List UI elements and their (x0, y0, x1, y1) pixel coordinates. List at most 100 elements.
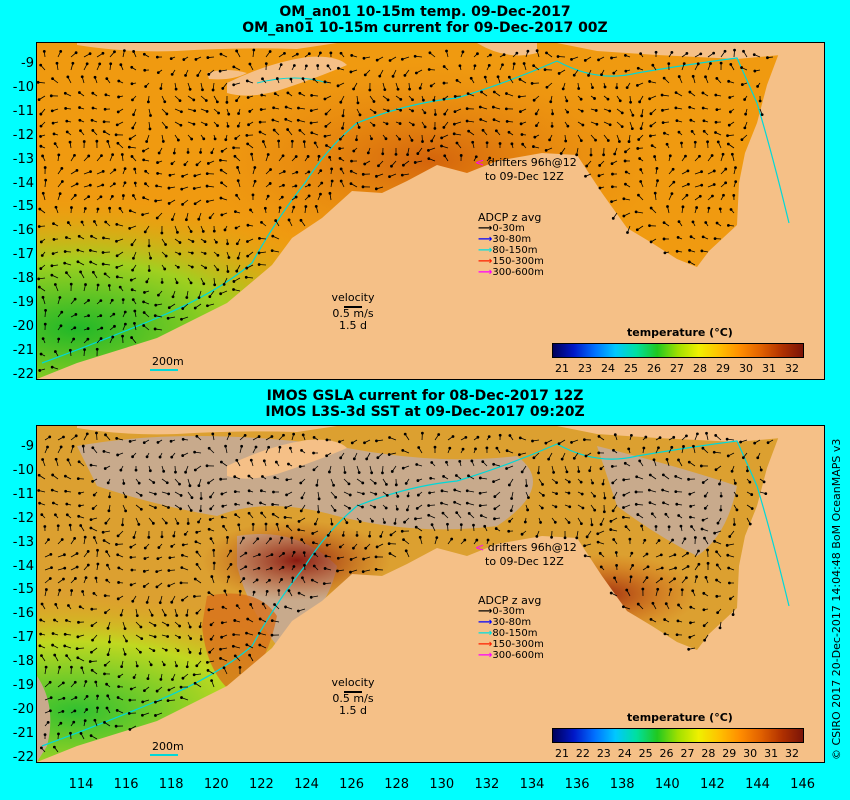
current-vector-head (224, 138, 228, 142)
current-vector-head (363, 73, 367, 77)
current-vector-head (66, 221, 70, 224)
current-vector-head (613, 576, 616, 580)
current-vector-head (385, 122, 389, 126)
current-vector-head (724, 167, 728, 171)
current-vector-head (715, 108, 719, 112)
current-vector-head (672, 435, 676, 439)
current-vector-head (212, 229, 216, 233)
current-vector-head (59, 721, 63, 725)
current-vector-head (114, 133, 118, 137)
current-vector-head (642, 446, 646, 450)
current-vector-head (159, 87, 163, 90)
current-vector-head (115, 436, 119, 440)
current-vector-head (766, 441, 770, 445)
current-vector-head (235, 193, 238, 197)
current-vector-head (194, 57, 198, 61)
current-vector-head (687, 182, 690, 186)
current-vector-head (178, 252, 182, 256)
current-vector-head (111, 335, 115, 339)
current-vector-head (440, 501, 443, 505)
current-vector-head (584, 454, 588, 458)
current-vector-head (76, 477, 80, 481)
current-vector-head (142, 52, 146, 56)
top-map-panel[interactable] (36, 42, 825, 380)
current-vector-head (111, 153, 115, 157)
current-vector-head (209, 623, 213, 627)
current-vector-head (393, 521, 397, 525)
current-vector-head (236, 124, 240, 128)
current-vector-head (735, 494, 739, 498)
current-vector-head (205, 109, 209, 113)
current-vector-head (352, 87, 355, 91)
current-vector-head (179, 494, 183, 497)
current-vector-head (113, 168, 117, 172)
current-vector-head (65, 654, 68, 657)
bottom-map-panel[interactable] (36, 425, 825, 763)
current-vector-head (577, 87, 581, 90)
current-vector-head (242, 536, 245, 540)
x-tick-label: 122 (248, 777, 274, 792)
current-vector-head (74, 51, 78, 55)
current-vector-head (706, 561, 710, 565)
current-vector-head (94, 680, 98, 684)
current-vector-head (74, 696, 78, 699)
current-vector-head (375, 174, 378, 178)
current-vector-head (106, 694, 110, 698)
current-vector-head (493, 517, 496, 521)
current-vector-head (691, 220, 695, 224)
current-vector-head (485, 141, 489, 145)
current-vector-head (638, 157, 642, 160)
current-vector-head (540, 506, 544, 510)
current-vector-head (615, 563, 618, 567)
current-vector-head (143, 291, 146, 294)
current-vector-head (636, 602, 640, 606)
current-vector-head (584, 174, 587, 178)
current-vector-head (242, 577, 246, 580)
isobath-label-top: 200m (152, 355, 184, 368)
current-vector-head (197, 217, 201, 221)
current-vector-head (206, 304, 209, 308)
current-vector-head (215, 240, 218, 244)
current-vector-head (319, 192, 322, 196)
current-vector-head (319, 169, 323, 172)
current-vector-head (313, 552, 317, 556)
current-vector-head (612, 448, 615, 452)
current-vector-head (428, 51, 432, 55)
current-vector-head (610, 200, 613, 204)
current-vector-head (152, 481, 156, 484)
current-vector-head (65, 236, 68, 239)
current-vector-head (268, 50, 272, 53)
current-vector-head (49, 552, 53, 556)
current-vector-head (575, 153, 579, 157)
current-vector-head (411, 98, 414, 102)
current-vector-head (639, 52, 643, 56)
current-vector-head (312, 468, 316, 472)
current-vector-head (179, 507, 182, 511)
current-vector-head (63, 566, 67, 570)
current-vector-head (168, 556, 172, 560)
current-vector-head (406, 153, 409, 157)
current-vector-head (257, 251, 261, 255)
current-vector-head (634, 490, 638, 494)
current-vector-head (131, 98, 134, 102)
current-vector-head (106, 626, 110, 630)
current-vector-head (348, 493, 352, 497)
current-vector-head (649, 124, 653, 128)
current-vector-head (144, 182, 147, 186)
current-vector-head (207, 446, 211, 450)
current-vector-head (185, 613, 189, 617)
current-vector-head (236, 256, 240, 260)
current-vector-head (292, 432, 296, 436)
adcp-legend-bottom: ADCP z avg ⟶0-30m ⟶30-80m ⟶80-150m ⟶150-300… (478, 595, 544, 661)
current-vector-head (123, 652, 127, 656)
current-vector-head (349, 169, 353, 173)
current-vector-head (726, 134, 729, 138)
current-vector-head (144, 169, 148, 173)
current-vector-head (421, 98, 425, 102)
current-vector-head (257, 566, 261, 570)
current-vector-head (123, 322, 127, 326)
current-vector-head (133, 309, 137, 313)
current-vector-head (54, 603, 58, 606)
current-vector-head (99, 314, 103, 318)
current-vector-head (249, 603, 253, 606)
